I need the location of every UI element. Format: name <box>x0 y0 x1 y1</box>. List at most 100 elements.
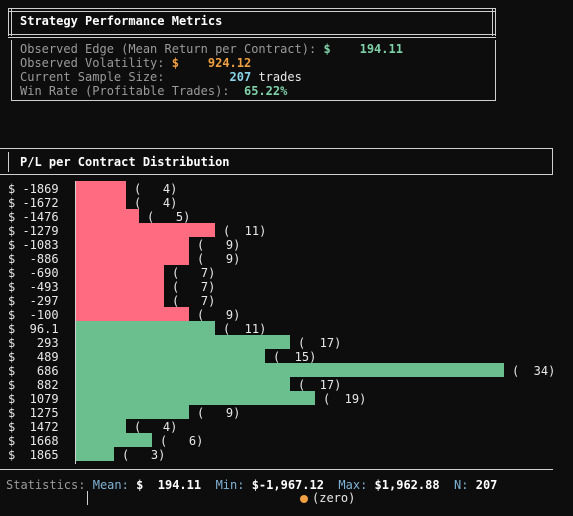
statistics-marker-line <box>87 491 88 505</box>
bin-label: $ 686 <box>8 364 59 378</box>
bin-label-prefix: $ <box>8 224 16 238</box>
bin-label-prefix: $ <box>8 392 16 406</box>
statistics-label: Statistics: <box>6 478 86 492</box>
distribution-top-border <box>0 148 553 149</box>
bin-label-prefix: $ <box>8 378 16 392</box>
bin-label-prefix: $ <box>8 406 16 420</box>
bin-count-label: ( 34) <box>512 364 556 378</box>
metrics-bottom-border <box>11 100 496 101</box>
bin-count-label: ( 17) <box>298 336 342 350</box>
bin-label: $ 1668 <box>8 434 59 448</box>
bin-label-prefix: $ <box>8 266 16 280</box>
edge-row: Observed Edge (Mean Return per Contract)… <box>20 42 403 56</box>
bin-label-value: 1472 <box>15 420 59 434</box>
bin-label-value: 1275 <box>15 406 59 420</box>
histogram-bar <box>76 377 290 391</box>
metrics-title-right-border <box>492 8 493 36</box>
histogram-bar <box>76 405 189 419</box>
bin-count-label: ( 4) <box>134 182 178 196</box>
bin-label: $ 489 <box>8 350 59 364</box>
metrics-title-left-border <box>8 8 9 36</box>
histogram-bar <box>76 335 290 349</box>
histogram-bar <box>76 307 189 321</box>
bin-count-label: ( 19) <box>323 392 367 406</box>
winrate-label: Win Rate (Profitable Trades): <box>20 84 230 98</box>
histogram-axis <box>75 181 76 464</box>
bin-label-value: -493 <box>15 280 59 294</box>
bin-count-label: ( 7) <box>172 294 216 308</box>
histogram-bar <box>76 433 152 447</box>
bin-label-value: -1869 <box>15 182 59 196</box>
volatility-currency: $ <box>171 56 179 70</box>
histogram-bar <box>76 321 215 335</box>
histogram-bar <box>76 447 114 461</box>
bin-count-label: ( 4) <box>134 420 178 434</box>
bin-label: $ 293 <box>8 336 59 350</box>
bin-count-label: ( 9) <box>197 238 241 252</box>
bin-label: $ -100 <box>8 308 59 322</box>
metrics-body-right-border <box>495 40 496 100</box>
zero-legend: (zero) <box>300 491 355 505</box>
histogram-bar <box>76 363 504 377</box>
bin-count-label: ( 4) <box>134 196 178 210</box>
winrate-value: 65.22% <box>243 84 288 98</box>
bin-label: $ -297 <box>8 294 59 308</box>
bin-label: $ 1079 <box>8 392 59 406</box>
n-label: N: <box>454 478 469 492</box>
sample-unit: trades <box>258 70 302 84</box>
bin-count-label: ( 7) <box>172 280 216 294</box>
bin-label-value: 489 <box>15 350 59 364</box>
bin-label-prefix: $ <box>8 196 16 210</box>
bin-label-prefix: $ <box>8 294 16 308</box>
bin-label: $ 1865 <box>8 448 59 462</box>
statistics-row: Statistics: Mean: $ 194.11 Min: $-1,967.… <box>6 478 497 492</box>
metrics-title-bottom-border <box>8 34 496 38</box>
volatility-value: 924.12 <box>207 56 252 70</box>
volatility-label: Observed Volatility: <box>20 56 165 70</box>
mean-label: Mean: <box>92 478 129 492</box>
bin-label-value: 1079 <box>15 392 59 406</box>
histogram-bar <box>76 209 139 223</box>
bin-label-prefix: $ <box>8 448 16 462</box>
bin-count-label: ( 17) <box>298 378 342 392</box>
bin-label-value: -690 <box>15 266 59 280</box>
bin-label-value: 1668 <box>15 434 59 448</box>
metrics-body-left-border <box>11 40 12 100</box>
bin-label-value: 686 <box>15 364 59 378</box>
bin-label-value: 1865 <box>15 448 59 462</box>
distribution-title-right-border <box>552 148 553 174</box>
bin-count-label: ( 6) <box>160 434 204 448</box>
bin-label-value: -1672 <box>15 196 59 210</box>
sample-value: 207 <box>229 70 252 84</box>
histogram-bar <box>76 265 164 279</box>
winrate-row: Win Rate (Profitable Trades): 65.22% <box>20 84 287 98</box>
bin-label-prefix: $ <box>8 182 16 196</box>
histogram-bar <box>76 419 126 433</box>
metrics-title: Strategy Performance Metrics <box>20 14 223 28</box>
histogram-bar <box>76 181 126 195</box>
max-value: $1,962.88 <box>374 478 440 492</box>
bin-count-label: ( 9) <box>197 308 241 322</box>
bin-label: $ -886 <box>8 252 59 266</box>
histogram-bar <box>76 223 215 237</box>
bin-label-prefix: $ <box>8 252 16 266</box>
bin-count-label: ( 11) <box>223 224 267 238</box>
bin-count-label: ( 5) <box>147 210 191 224</box>
metrics-top-border <box>8 8 496 12</box>
histogram-bar <box>76 279 164 293</box>
edge-currency: $ <box>323 42 331 56</box>
distribution-title-left-border <box>8 152 9 172</box>
bin-label-value: -886 <box>15 252 59 266</box>
bin-label-prefix: $ <box>8 336 16 350</box>
distribution-bottom-border <box>0 469 553 470</box>
bin-label: $ -1279 <box>8 224 59 238</box>
bin-label: $ -1869 <box>8 182 59 196</box>
bin-label-prefix: $ <box>8 434 16 448</box>
bin-count-label: ( 9) <box>197 252 241 266</box>
bin-label: $ -690 <box>8 266 59 280</box>
bin-label: $ 96.1 <box>8 322 59 336</box>
bin-label: $ -1083 <box>8 238 59 252</box>
volatility-row: Observed Volatility: $ 924.12 <box>20 56 251 70</box>
bin-label: $ 1472 <box>8 420 59 434</box>
bin-count-label: ( 15) <box>273 350 317 364</box>
